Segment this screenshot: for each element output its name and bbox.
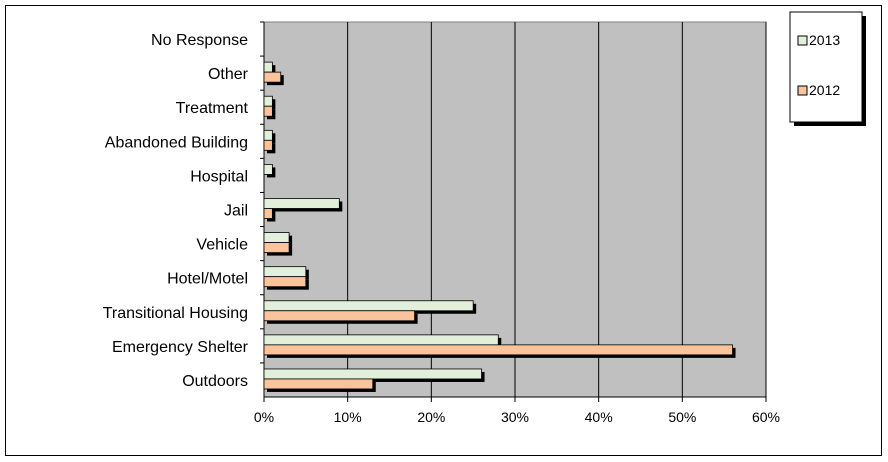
- legend-label: 2013: [809, 32, 840, 48]
- bar-2012: [263, 71, 282, 83]
- bar-2013: [263, 95, 273, 107]
- bar-2012: [263, 310, 416, 322]
- x-tick-label: 50%: [668, 409, 696, 425]
- category-label: Transitional Housing: [103, 305, 248, 322]
- bar-2012: [263, 242, 290, 253]
- bar-2013: [263, 198, 340, 209]
- bar-2013: [263, 129, 273, 141]
- category-label: Hotel/Motel: [167, 271, 248, 288]
- category-label: No Response: [151, 32, 248, 49]
- category-label: Jail: [224, 203, 248, 220]
- x-tick-label: 0%: [254, 409, 274, 425]
- legend-swatch: [797, 85, 808, 96]
- category-label: Vehicle: [196, 237, 248, 254]
- category-label: Treatment: [176, 100, 249, 117]
- x-tick-label: 30%: [501, 409, 529, 425]
- bar-2012: [263, 378, 374, 390]
- bar-2012: [263, 139, 273, 151]
- bar-2012: [263, 344, 733, 356]
- x-tick-label: 20%: [417, 409, 445, 425]
- legend-swatch: [797, 35, 808, 46]
- category-label: Hospital: [190, 168, 248, 185]
- x-tick-label: 40%: [585, 409, 613, 425]
- category-label: Outdoors: [182, 373, 248, 390]
- bar-2012: [263, 208, 273, 219]
- bar-2013: [263, 334, 499, 346]
- bar-2013: [263, 61, 273, 73]
- x-tick-label: 10%: [334, 409, 362, 425]
- category-label: Emergency Shelter: [112, 339, 249, 356]
- category-label: Abandoned Building: [105, 134, 248, 151]
- bar-2013: [263, 266, 307, 278]
- bar-2013: [263, 232, 290, 243]
- category-label: Other: [208, 66, 249, 83]
- legend-label: 2012: [809, 82, 840, 98]
- bar-2013: [263, 368, 482, 380]
- bar-2012: [263, 276, 307, 288]
- legend: [789, 11, 863, 123]
- x-tick-label: 60%: [752, 409, 780, 425]
- bar-2012: [263, 105, 273, 117]
- bar-2013: [263, 164, 273, 175]
- bar-2013: [263, 300, 474, 312]
